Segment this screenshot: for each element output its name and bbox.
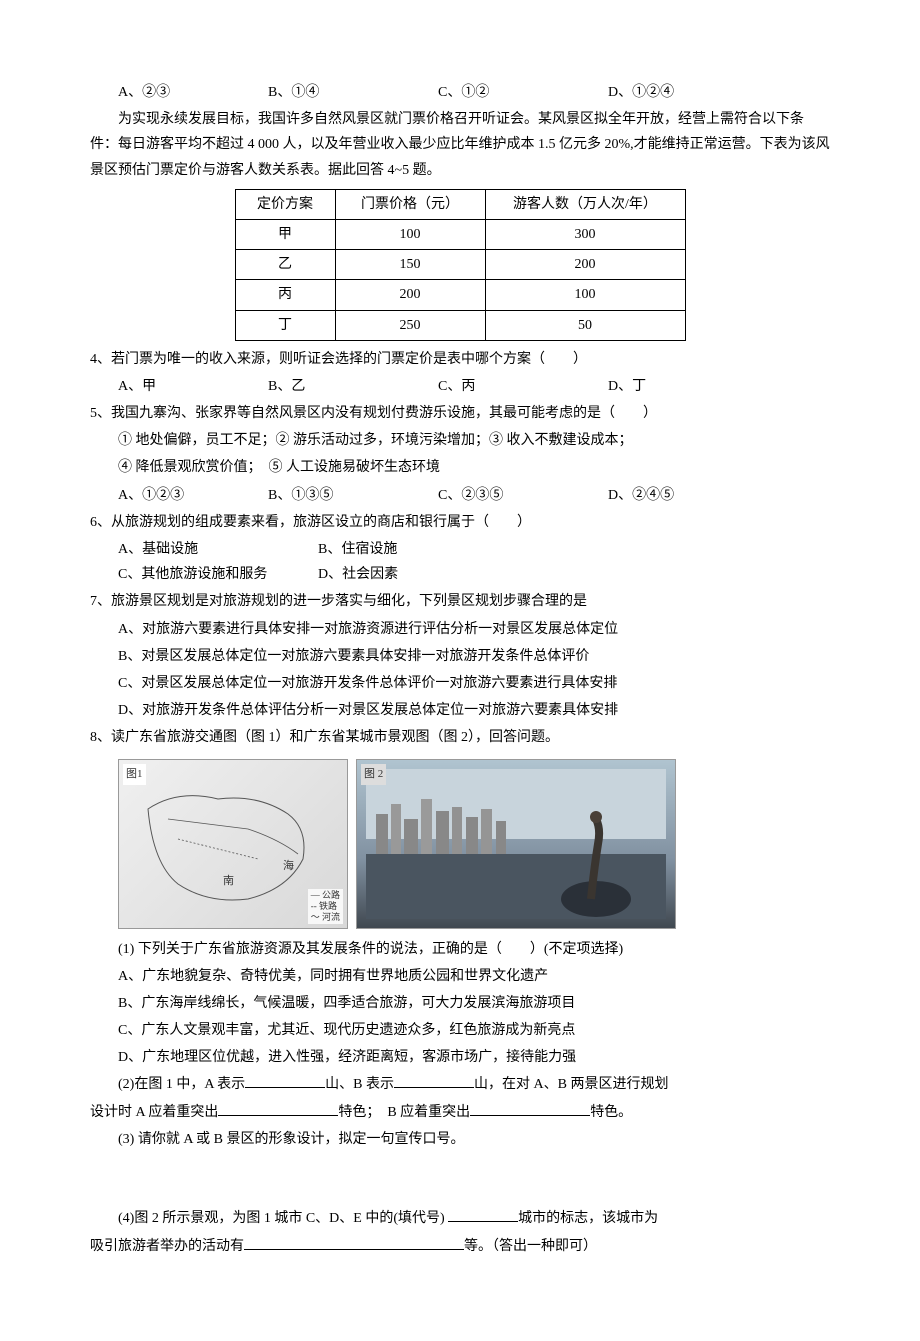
q7-option-d: D、对旅游开发条件总体评估分析一对景区发展总体定位一对旅游六要素具体安排: [90, 698, 830, 723]
q8-sub1-a: A、广东地貌复杂、奇特优美，同时拥有世界地质公园和世界文化遗产: [90, 964, 830, 989]
q4-options: A、甲 B、乙 C、丙 D、丁: [90, 374, 830, 399]
q3-option-d: D、①②④: [608, 80, 758, 105]
q8-sub1: (1) 下列关于广东省旅游资源及其发展条件的说法，正确的是（ ）(不定项选择): [90, 937, 830, 962]
q3-option-a: A、②③: [118, 80, 268, 105]
q4-option-c: C、丙: [438, 374, 608, 399]
map-label: 图1: [123, 764, 146, 786]
map-legend: — 公路 -- 铁路 ～ 河流: [308, 889, 343, 923]
q6-options: A、基础设施 B、住宿设施 C、其他旅游设施和服务 D、社会因素: [90, 537, 830, 587]
table-row: 丙 200 100: [235, 280, 685, 310]
q5-option-a: A、①②③: [118, 483, 268, 508]
table-header: 游客人数（万人次/年）: [485, 189, 685, 219]
table-row: 乙 150 200: [235, 250, 685, 280]
blank-fill[interactable]: [245, 1074, 325, 1088]
q5-items: ① 地处偏僻，员工不足；② 游乐活动过多，环境污染增加；③ 收入不敷建设成本；: [90, 428, 830, 453]
table-row: 甲 100 300: [235, 219, 685, 249]
q5-option-d: D、②④⑤: [608, 483, 758, 508]
q8-sub4-line2: 吸引旅游者举办的活动有等。（答出一种即可）: [90, 1234, 830, 1259]
blank-fill[interactable]: [470, 1102, 590, 1116]
q6-option-d: D、社会因素: [318, 562, 398, 587]
map-image: 图1 南 海 — 公路 -- 铁路 ～ 河流: [118, 759, 348, 929]
q6-option-a: A、基础设施: [118, 537, 318, 562]
q5-text: 5、我国九寨沟、张家界等自然风景区内没有规划付费游乐设施，其最可能考虑的是（ ）: [90, 401, 830, 426]
pricing-table: 定价方案 门票价格（元） 游客人数（万人次/年） 甲 100 300 乙 150…: [235, 189, 686, 341]
q5-items2: ④ 降低景观欣赏价值； ⑤ 人工设施易破坏生态环境: [90, 455, 830, 480]
q3-option-c: C、①②: [438, 80, 608, 105]
blank-fill[interactable]: [218, 1102, 338, 1116]
q8-sub1-b: B、广东海岸线绵长，气候温暖，四季适合旅游，可大力发展滨海旅游项目: [90, 991, 830, 1016]
q8-text: 8、读广东省旅游交通图（图 1）和广东省某城市景观图（图 2），回答问题。: [90, 725, 830, 750]
svg-text:海: 海: [283, 858, 294, 872]
answer-space: [90, 1154, 830, 1179]
table-row: 丁 250 50: [235, 310, 685, 340]
city-image: 图 2: [356, 759, 676, 929]
q7-option-b: B、对景区发展总体定位一对旅游六要素具体安排一对旅游开发条件总体评价: [90, 644, 830, 669]
city-svg: [366, 769, 666, 919]
table-header-row: 定价方案 门票价格（元） 游客人数（万人次/年）: [235, 189, 685, 219]
blank-fill[interactable]: [244, 1236, 464, 1250]
q7-text: 7、旅游景区规划是对旅游规划的进一步落实与细化，下列景区规划步骤合理的是: [90, 589, 830, 614]
table-header: 定价方案: [235, 189, 335, 219]
q8-sub2-line2: 设计时 A 应着重突出特色； B 应着重突出特色。: [90, 1100, 830, 1125]
map-svg: 南 海: [128, 769, 338, 919]
q5-option-b: B、①③⑤: [268, 483, 438, 508]
q5-options: A、①②③ B、①③⑤ C、②③⑤ D、②④⑤: [90, 483, 830, 508]
q4-option-d: D、丁: [608, 374, 758, 399]
q8-sub4-line1: (4)图 2 所示景观，为图 1 城市 C、D、E 中的(填代号) 城市的标志，…: [90, 1206, 830, 1231]
q3-options: A、②③ B、①④ C、①② D、①②④: [90, 80, 830, 105]
city-label: 图 2: [361, 764, 386, 786]
q45-intro: 为实现永续发展目标，我国许多自然风景区就门票价格召开听证会。某风景区拟全年开放，…: [90, 107, 830, 183]
q8-sub1-d: D、广东地理区位优越，进入性强，经济距离短，客源市场广，接待能力强: [90, 1045, 830, 1070]
q3-option-b: B、①④: [268, 80, 438, 105]
q7-option-a: A、对旅游六要素进行具体安排一对旅游资源进行评估分析一对景区发展总体定位: [90, 617, 830, 642]
q8-sub1-c: C、广东人文景观丰富，尤其近、现代历史遗迹众多，红色旅游成为新亮点: [90, 1018, 830, 1043]
q5-option-c: C、②③⑤: [438, 483, 608, 508]
q4-option-b: B、乙: [268, 374, 438, 399]
q7-option-c: C、对景区发展总体定位一对旅游开发条件总体评价一对旅游六要素进行具体安排: [90, 671, 830, 696]
q8-sub2-line1: (2)在图 1 中，A 表示山、B 表示山，在对 A、B 两景区进行规划: [90, 1072, 830, 1097]
blank-fill[interactable]: [448, 1208, 518, 1222]
q6-text: 6、从旅游规划的组成要素来看，旅游区设立的商店和银行属于（ ）: [90, 510, 830, 535]
q8-sub3: (3) 请你就 A 或 B 景区的形象设计，拟定一句宣传口号。: [90, 1127, 830, 1152]
svg-text:南: 南: [223, 874, 234, 887]
table-header: 门票价格（元）: [335, 189, 485, 219]
q6-option-c: C、其他旅游设施和服务: [118, 562, 318, 587]
q4-text: 4、若门票为唯一的收入来源，则听证会选择的门票定价是表中哪个方案（ ）: [90, 347, 830, 372]
blank-fill[interactable]: [394, 1074, 474, 1088]
q4-option-a: A、甲: [118, 374, 268, 399]
q6-option-b: B、住宿设施: [318, 537, 397, 562]
q8-images: 图1 南 海 — 公路 -- 铁路 ～ 河流 图 2: [90, 759, 830, 929]
answer-space: [90, 1179, 830, 1204]
